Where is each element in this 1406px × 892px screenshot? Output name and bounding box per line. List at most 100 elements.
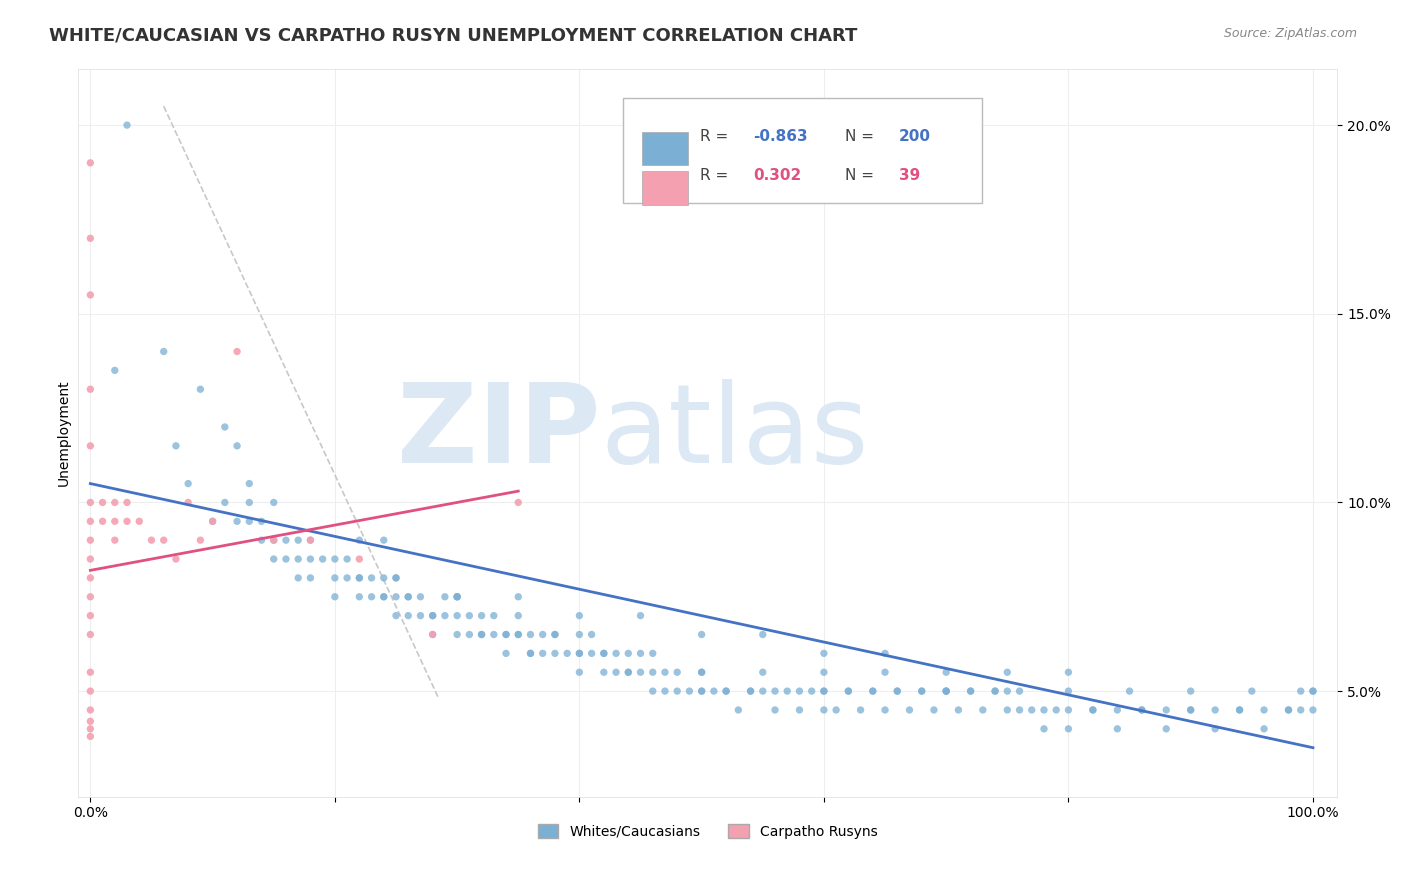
Point [165,439,187,453]
Point [177,495,200,509]
Point [1081,703,1104,717]
Point [471,608,494,623]
Point [323,590,346,604]
Point [128,514,150,528]
Point [605,646,627,660]
Point [79,627,101,641]
Point [727,703,749,717]
Point [1057,665,1080,680]
Point [396,608,419,623]
Point [201,514,224,528]
Point [79,439,101,453]
Point [581,646,603,660]
Text: N =: N = [845,168,879,183]
Point [1240,684,1263,698]
Point [581,627,603,641]
Point [519,627,541,641]
Point [1057,684,1080,698]
Point [79,714,101,729]
Point [471,627,494,641]
Point [177,476,200,491]
Point [972,703,994,717]
Point [873,665,896,680]
Point [752,684,775,698]
Point [1154,722,1177,736]
Point [349,552,371,566]
Point [373,571,395,585]
Point [935,684,957,698]
Point [79,684,101,698]
Point [336,571,359,585]
Point [531,627,554,641]
Point [79,156,101,170]
Point [263,552,285,566]
Point [250,514,273,528]
Point [263,533,285,548]
Point [79,665,101,680]
Point [274,552,297,566]
Point [813,665,835,680]
Point [115,495,138,509]
Point [1107,703,1129,717]
Point [385,590,408,604]
Point [433,590,456,604]
Point [995,684,1018,698]
Point [396,590,419,604]
Point [422,627,444,641]
Point [79,495,101,509]
Point [79,571,101,585]
Point [349,571,371,585]
Point [190,382,212,396]
Point [862,684,884,698]
Text: R =: R = [700,129,734,145]
Point [1229,703,1251,717]
Point [311,552,333,566]
Point [79,382,101,396]
Point [1154,703,1177,717]
Point [349,533,371,548]
Point [1253,703,1275,717]
Point [959,684,981,698]
Point [287,552,309,566]
Point [190,533,212,548]
Point [935,684,957,698]
Point [568,646,591,660]
Point [214,420,236,434]
Point [287,571,309,585]
Point [165,552,187,566]
Point [1277,703,1299,717]
Point [446,627,468,641]
Point [605,665,627,680]
Point [911,684,934,698]
Point [641,646,664,660]
Point [1057,703,1080,717]
Point [263,495,285,509]
Point [373,590,395,604]
Point [617,646,640,660]
Point [654,665,676,680]
Point [226,344,249,359]
Point [79,533,101,548]
Point [373,590,395,604]
Point [1045,703,1067,717]
Point [482,608,505,623]
Point [800,684,823,698]
Point [617,665,640,680]
Point [201,514,224,528]
Point [91,514,114,528]
Point [1180,703,1202,717]
Point [714,684,737,698]
Point [544,627,567,641]
Point [495,646,517,660]
Point [508,495,530,509]
Point [360,571,382,585]
Point [959,684,981,698]
Point [299,571,322,585]
Point [396,590,419,604]
Point [1302,684,1324,698]
Point [592,665,614,680]
Point [935,665,957,680]
Point [654,684,676,698]
Point [446,590,468,604]
Point [1033,722,1056,736]
